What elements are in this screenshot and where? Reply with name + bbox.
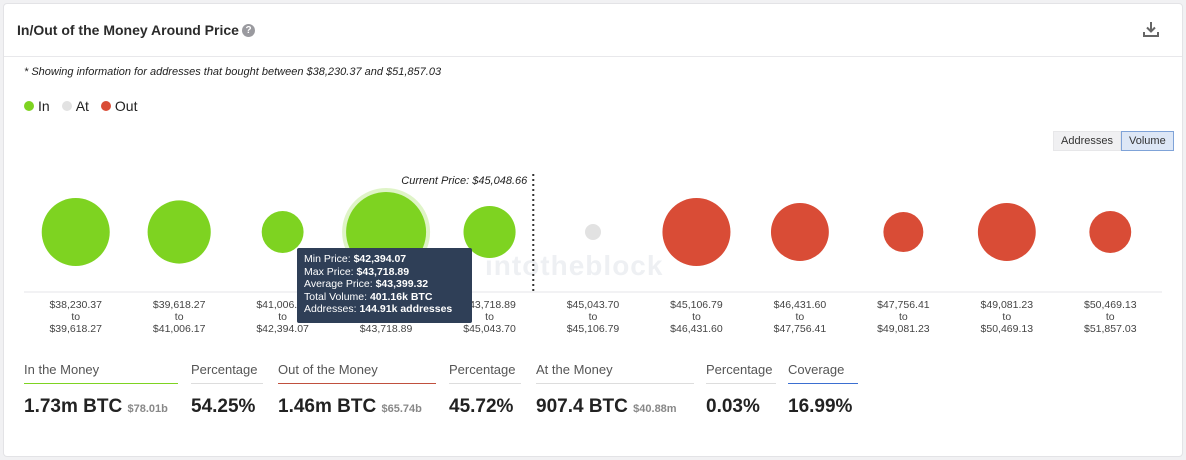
bucket-range-label: $38,230.37	[49, 299, 102, 311]
volume-toggle[interactable]: Volume	[1121, 131, 1174, 151]
bubble-in[interactable]	[41, 197, 110, 267]
stat-in-percentage: Percentage 54.25%	[191, 362, 263, 418]
legend-dot-out	[100, 101, 111, 111]
bucket-range-label: $43,718.89	[463, 299, 516, 311]
bubble-out[interactable]	[883, 212, 924, 252]
bucket-range-label: $39,618.27	[153, 299, 206, 311]
legend-label-at: At	[75, 98, 89, 114]
stat-label: Coverage	[788, 362, 858, 384]
bucket-range-label: to	[1106, 311, 1115, 323]
bucket-range-label: $41,006.17	[256, 299, 309, 311]
legend-dot-in	[24, 101, 34, 111]
tooltip-min: Min Price: $42,394.07	[304, 253, 407, 265]
bucket-range-label: $43,718.89	[360, 323, 413, 335]
tooltip-addresses: Addresses: 144.91k addresses	[304, 303, 453, 316]
bucket-range-label: $46,431.60	[774, 299, 827, 311]
bubble-tooltip: Min Price: $42,394.07 Max Price: $43,718…	[297, 248, 472, 323]
bucket-range-label: $46,431.60	[670, 323, 723, 335]
stat-value: 907.4 BTC	[536, 396, 628, 417]
range-note: * Showing information for addresses that…	[24, 66, 442, 78]
addresses-toggle[interactable]: Addresses	[1053, 131, 1121, 151]
tooltip-avg: Average Price: $43,399.32	[304, 278, 429, 291]
bucket-range-label: to	[692, 311, 701, 323]
bucket-range-label: $47,756.41	[774, 323, 827, 335]
bucket-range-label: $45,043.70	[567, 299, 620, 311]
bucket-range-label: $42,394.07	[256, 323, 309, 335]
bucket-range-label: to	[175, 311, 184, 323]
stat-value: 1.46m BTC	[278, 396, 377, 417]
stat-label: Percentage	[706, 362, 776, 384]
bubble-out[interactable]	[977, 203, 1036, 261]
stat-value: 45.72%	[449, 396, 514, 417]
stat-label: In the Money	[24, 362, 178, 384]
bubble-at[interactable]	[585, 224, 601, 240]
stat-sub-value: $40.88m	[633, 403, 677, 415]
bucket-range-label: to	[71, 311, 80, 323]
legend-item-in[interactable]: In	[24, 98, 50, 114]
bucket-range-label: $41,006.17	[153, 323, 206, 335]
legend-item-at[interactable]: At	[61, 98, 89, 114]
bucket-range-label: $49,081.23	[981, 299, 1034, 311]
stat-out-percentage: Percentage 45.72%	[449, 362, 521, 418]
stat-in-the-money: In the Money 1.73m BTC $78.01b	[24, 362, 178, 418]
bucket-range-label: $45,043.70	[463, 323, 516, 335]
legend-label-in: In	[38, 98, 50, 114]
stat-at-the-money: At the Money 907.4 BTC $40.88m	[536, 362, 694, 418]
bubble-chart: Current Price: $45,048.66$38,230.37to$39…	[24, 174, 1162, 335]
bucket-range-label: $45,106.79	[670, 299, 723, 311]
bucket-range-label: $39,618.27	[49, 323, 102, 335]
stat-at-percentage: Percentage 0.03%	[706, 362, 776, 418]
stat-label: Out of the Money	[278, 362, 436, 384]
legend-label-out: Out	[114, 98, 138, 114]
bubble-out[interactable]	[770, 203, 829, 261]
bubble-in[interactable]	[147, 200, 211, 264]
question-circle-icon[interactable]: ?	[242, 24, 255, 37]
bubble-in[interactable]	[463, 205, 516, 259]
bucket-range-label: to	[1002, 311, 1011, 323]
legend-item-out[interactable]: Out	[100, 98, 138, 114]
watermark-logo: intotheblock	[485, 250, 664, 281]
stat-sub-value: $65.74b	[381, 403, 422, 415]
bucket-range-label: $50,469.13	[1084, 299, 1137, 311]
bubble-in[interactable]	[261, 211, 304, 253]
bubble-out[interactable]	[662, 197, 731, 267]
stat-out-of-the-money: Out of the Money 1.46m BTC $65.74b	[278, 362, 436, 418]
bucket-range-label: to	[796, 311, 805, 323]
bubble-out[interactable]	[1089, 211, 1132, 253]
bucket-range-label: $51,857.03	[1084, 323, 1137, 335]
bucket-range-label: to	[589, 311, 598, 323]
stat-value: 16.99%	[788, 396, 853, 417]
tooltip-max: Max Price: $43,718.89	[304, 265, 410, 278]
stat-value: 0.03%	[706, 396, 760, 417]
bucket-range-label: $50,469.13	[981, 323, 1034, 335]
tooltip-volume: Total Volume: 401.16k BTC	[304, 290, 433, 303]
stat-value: 1.73m BTC	[24, 396, 123, 417]
stat-label: Percentage	[191, 362, 263, 384]
stat-label: Percentage	[449, 362, 521, 384]
bucket-range-label: to	[485, 311, 494, 323]
download-icon[interactable]	[1142, 20, 1160, 38]
chart-legend: In At Out	[24, 98, 138, 114]
card-header: In/Out of the Money Around Price ?	[4, 4, 1182, 57]
stat-sub-value: $78.01b	[127, 403, 168, 415]
stat-value: 54.25%	[191, 396, 256, 417]
legend-dot-at	[61, 101, 72, 111]
bucket-range-label: $47,756.41	[877, 299, 930, 311]
card-title: In/Out of the Money Around Price	[17, 22, 239, 38]
stat-label: At the Money	[536, 362, 694, 384]
bucket-range-label: to	[899, 311, 908, 323]
bucket-range-label: $49,081.23	[877, 323, 930, 335]
stat-coverage: Coverage 16.99%	[788, 362, 858, 418]
bucket-range-label: $45,106.79	[567, 323, 620, 335]
current-price-label: Current Price: $45,048.66	[401, 175, 528, 187]
bucket-range-label: to	[278, 311, 287, 323]
